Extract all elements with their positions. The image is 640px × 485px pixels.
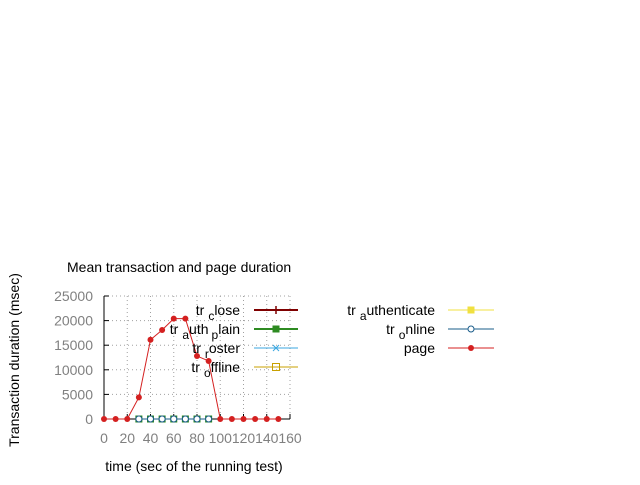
- legend-label-part: nline: [405, 321, 435, 337]
- legend-label-tr_roster: tr roster: [192, 340, 240, 361]
- legend-label-part: page: [404, 340, 435, 356]
- y-tick-label: 10000: [54, 362, 93, 378]
- x-tick-label: 40: [143, 430, 159, 446]
- legend-marker-tr_close: [272, 306, 280, 314]
- legend-label-part: lose: [214, 302, 240, 318]
- data-point-page: [147, 336, 154, 343]
- legend-label-part: tr: [191, 359, 200, 375]
- data-point-tr_online: [181, 415, 189, 423]
- legend-item-tr_roster: tr roster: [192, 340, 298, 361]
- legend-item-page: page: [404, 340, 494, 356]
- y-axis-label: Transaction duration (msec): [6, 273, 22, 447]
- y-tick-label: 15000: [54, 337, 93, 353]
- data-point-tr_online: [193, 415, 201, 423]
- data-point-page: [135, 394, 142, 401]
- y-tick-label: 5000: [62, 386, 93, 402]
- legend-item-tr_online: tr online: [386, 321, 494, 342]
- x-tick-label: 80: [189, 430, 205, 446]
- series-page: [101, 315, 282, 422]
- data-point-tr_online: [158, 415, 166, 423]
- legend-label-part: r: [205, 347, 209, 361]
- legend-label-part: tr: [347, 302, 356, 318]
- chart-title: Mean transaction and page duration: [67, 259, 291, 275]
- data-point-page: [170, 315, 177, 322]
- x-tick-label: 100: [209, 430, 233, 446]
- data-point-page: [182, 315, 189, 322]
- legend-label-part: tr: [386, 321, 395, 337]
- legend-label-part: tr: [196, 302, 205, 318]
- data-point-page: [275, 416, 282, 422]
- legend-label-part: o: [399, 328, 406, 342]
- data-point-page: [263, 416, 270, 422]
- legend-marker-tr_online: [467, 325, 475, 333]
- legend-label-part: a: [360, 309, 367, 323]
- legend-label-part: tr: [192, 340, 201, 356]
- legend-marker-tr_offline: [272, 363, 280, 371]
- data-point-tr_online: [205, 415, 213, 423]
- data-point-tr_online: [170, 415, 178, 423]
- x-tick-label: 60: [166, 430, 182, 446]
- data-point-page: [124, 416, 131, 422]
- x-axis-label: time (sec of the running test): [105, 458, 282, 474]
- data-point-tr_online: [135, 415, 143, 423]
- legend-item-tr_authenticate: tr authenticate: [347, 302, 494, 323]
- y-tick-label: 0: [85, 411, 93, 427]
- legend-label-part: tr: [170, 321, 179, 337]
- tick-labels: 0 5000 10000 15000 20000 25000 0 20 40 60 80 100 120…: [54, 288, 302, 446]
- legend-marker-tr_auth_plain: [272, 325, 280, 333]
- data-point-page: [240, 416, 247, 422]
- legend-label-part: uthenticate: [367, 302, 436, 318]
- legend-label-part: p: [212, 328, 219, 342]
- legend-label-tr_close: tr close: [196, 302, 240, 323]
- data-point-page: [228, 416, 235, 422]
- data-point-page: [159, 326, 166, 333]
- x-tick-label: 120: [232, 430, 256, 446]
- legend-label-part: uth: [189, 321, 208, 337]
- legend-item-tr_offline: tr offline: [191, 359, 298, 380]
- legend-label-tr_online: tr online: [386, 321, 435, 342]
- data-point-tr_online: [147, 415, 154, 423]
- legend-label-tr_auth_plain: tr auth plain: [170, 321, 240, 342]
- series-tr_online: [135, 415, 213, 423]
- legend-label-part: lain: [218, 321, 240, 337]
- series-layer: [101, 315, 282, 423]
- x-tick-label: 0: [100, 430, 108, 446]
- series-line-page: [104, 318, 279, 420]
- legend-marker-page: [468, 345, 474, 351]
- y-tick-label: 20000: [54, 313, 93, 329]
- data-point-page: [252, 416, 259, 422]
- data-point-page: [112, 416, 119, 422]
- x-tick-label: 140: [255, 430, 279, 446]
- x-tick-label: 20: [119, 430, 135, 446]
- legend-label-page: page: [404, 340, 435, 356]
- legend-marker-tr_authenticate: [467, 306, 475, 314]
- legend-item-tr_close: tr close: [196, 302, 298, 323]
- legend-label-part: c: [208, 309, 214, 323]
- legend-label-part: a: [182, 328, 189, 342]
- legend-label-part: ffline: [211, 359, 241, 375]
- legend-label-part: oster: [209, 340, 240, 356]
- data-point-page: [194, 353, 200, 360]
- legend-label-part: o: [204, 366, 211, 380]
- y-tick-label: 25000: [54, 288, 93, 304]
- data-point-page: [101, 416, 107, 422]
- x-tick-label: 160: [278, 430, 302, 446]
- data-point-page: [205, 357, 212, 364]
- legend-label-tr_authenticate: tr authenticate: [347, 302, 435, 323]
- data-point-page: [217, 416, 224, 422]
- legend-label-tr_offline: tr offline: [191, 359, 240, 380]
- legend-item-tr_auth_plain: tr auth plain: [170, 321, 298, 342]
- legend-marker-tr_roster: [272, 344, 280, 352]
